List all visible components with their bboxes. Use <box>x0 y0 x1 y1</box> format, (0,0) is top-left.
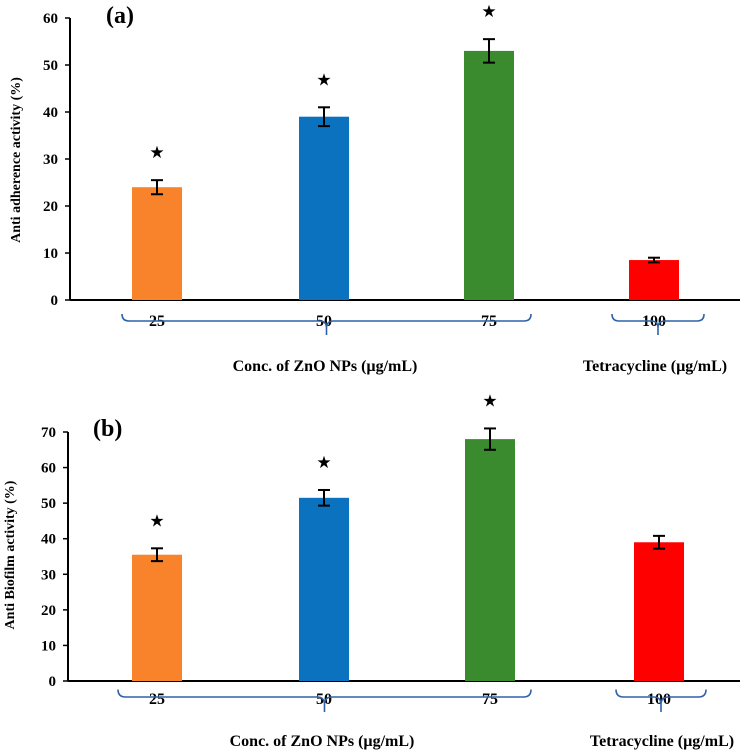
panel-a-bar-75 <box>464 50 514 301</box>
panel-b-significance-star-25: ★ <box>149 511 164 531</box>
panel-a-y-tick-label: 30 <box>43 152 58 168</box>
panel-b-y-axis-label: Anti Biofilm activity (%) <box>3 480 18 629</box>
panel-a-significance-star-50: ★ <box>316 70 331 90</box>
panel-b-bar-75 <box>465 439 515 681</box>
panel-a-y-tick-label: 10 <box>43 246 58 262</box>
panel-b-bar-25 <box>132 554 182 681</box>
panel-b-y-tick-label: 10 <box>41 638 56 654</box>
panel-b-y-tick-label: 70 <box>41 425 56 441</box>
panel-b-y-tick-label: 20 <box>41 603 56 619</box>
panel-b-bar-50 <box>299 497 349 681</box>
panel-a-bar-50 <box>299 116 349 300</box>
panel-a: (a) Anti adherence activity (%) Conc. of… <box>9 2 740 375</box>
panel-b-group-brace-tetracycline <box>615 689 707 712</box>
panel-a-group-label-tetracycline: Tetracycline (µg/mL) <box>583 358 727 375</box>
panel-a-bar-100 <box>629 260 679 300</box>
panel-b-label: (b) <box>93 416 122 442</box>
panel-b-y-tick-label: 30 <box>41 567 56 583</box>
panel-b-bar-100 <box>634 542 684 681</box>
panel-b: (b) Anti Biofilm activity (%) Conc. of Z… <box>3 391 740 750</box>
panel-a-group-label-zno: Conc. of ZnO NPs (µg/mL) <box>233 358 418 375</box>
panel-b-group-brace-zno <box>117 689 532 712</box>
panel-a-y-tick-label: 0 <box>51 293 59 309</box>
panel-b-y-tick-label: 40 <box>41 532 56 548</box>
panel-a-significance-star-25: ★ <box>149 143 164 163</box>
panel-a-group-brace-tetracycline <box>611 313 705 335</box>
panel-b-y-tick-label: 60 <box>41 461 56 477</box>
panel-b-significance-star-50: ★ <box>316 453 331 473</box>
panel-b-category-label-25: 25 <box>149 691 165 708</box>
panel-a-y-tick-label: 60 <box>43 11 58 27</box>
panel-b-y-tick-label: 50 <box>41 496 56 512</box>
panel-b-category-label-75: 75 <box>482 691 498 708</box>
panel-b-y-tick-label: 0 <box>49 674 57 690</box>
panel-a-y-tick-label: 50 <box>43 58 58 74</box>
panel-a-y-tick-label: 40 <box>43 105 58 121</box>
panel-a-y-tick-label: 20 <box>43 199 58 215</box>
panel-b-significance-star-75: ★ <box>482 391 497 411</box>
panel-a-label: (a) <box>106 3 134 29</box>
panel-a-bar-25 <box>132 187 182 300</box>
panel-b-group-label-tetracycline: Tetracycline (µg/mL) <box>590 733 734 750</box>
panel-b-group-label-zno: Conc. of ZnO NPs (µg/mL) <box>230 733 415 750</box>
panel-a-significance-star-75: ★ <box>481 2 496 22</box>
panel-a-y-axis-label: Anti adherence activity (%) <box>9 77 24 243</box>
panel-a-group-brace-zno <box>121 313 532 335</box>
